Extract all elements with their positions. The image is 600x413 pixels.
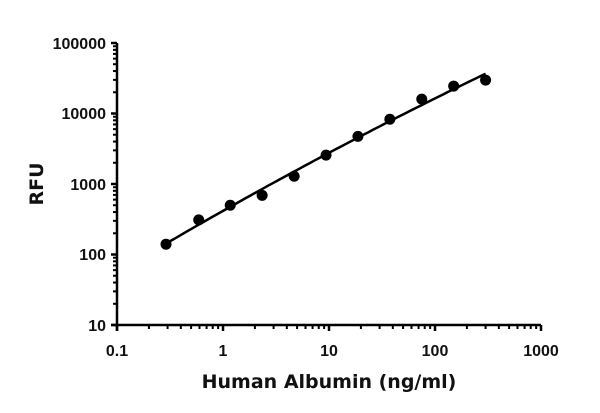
data-point	[224, 199, 236, 211]
x-tick-label: 0.1	[106, 343, 128, 360]
y-tick-label: 10	[88, 318, 106, 335]
y-axis-title: RFU	[26, 162, 48, 205]
x-tick-label: 1	[219, 343, 228, 360]
data-point	[352, 130, 364, 142]
data-point	[193, 214, 205, 226]
x-tick-label: 1000	[523, 343, 559, 360]
data-point	[160, 238, 172, 250]
data-point	[384, 113, 396, 125]
y-tick-labels: 100000 10000 1000 100 10	[53, 36, 106, 335]
data-point	[320, 149, 332, 161]
y-tick-label: 1000	[70, 177, 106, 194]
x-axis-title: Human Albumin (ng/ml)	[202, 371, 457, 393]
y-tick-label: 10000	[62, 106, 107, 123]
x-tick-label: 10	[320, 343, 338, 360]
x-tick-label: 100	[422, 343, 449, 360]
data-point	[288, 170, 300, 182]
x-tick-labels: 0.1 1 10 100 1000	[106, 343, 559, 360]
major-ticks	[111, 41, 543, 331]
data-point	[256, 189, 268, 201]
data-point	[416, 93, 428, 105]
data-points	[160, 74, 492, 250]
data-point	[480, 74, 492, 86]
y-tick-label: 100	[79, 247, 106, 264]
data-point	[448, 80, 460, 92]
y-tick-label: 100000	[53, 36, 106, 53]
